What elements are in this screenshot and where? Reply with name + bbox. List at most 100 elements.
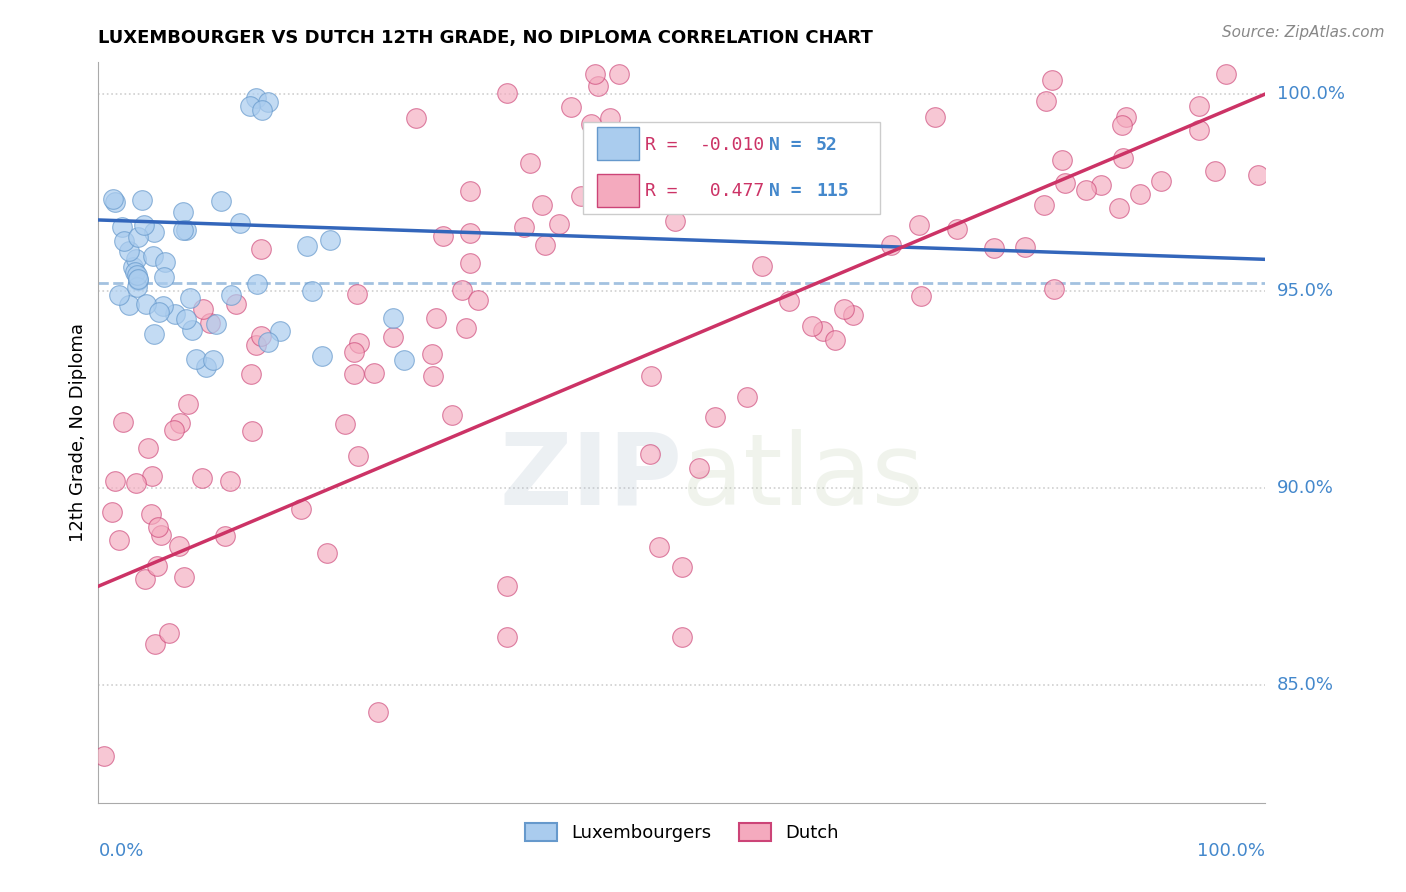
Point	[148, 520, 170, 534]
Point	[342, 345, 364, 359]
Point	[104, 475, 127, 489]
Point	[184, 351, 207, 366]
Point	[132, 219, 155, 233]
Point	[381, 310, 404, 325]
Point	[104, 195, 127, 210]
Point	[609, 67, 631, 81]
Point	[458, 255, 481, 269]
Point	[142, 327, 165, 342]
Point	[460, 226, 482, 240]
Point	[458, 184, 481, 198]
Text: ZIP: ZIP	[499, 428, 682, 525]
Point	[671, 631, 693, 645]
Point	[908, 219, 931, 233]
Text: 115: 115	[815, 182, 849, 201]
Point	[245, 338, 267, 352]
Point	[405, 111, 427, 125]
Point	[349, 335, 371, 350]
Point	[172, 205, 194, 219]
Text: R =: R =	[644, 136, 688, 153]
Point	[512, 219, 534, 234]
Point	[834, 301, 856, 316]
Text: R =: R =	[644, 182, 688, 201]
Point	[496, 579, 519, 593]
Point	[141, 468, 163, 483]
Point	[295, 239, 318, 253]
FancyBboxPatch shape	[582, 121, 880, 214]
Point	[194, 360, 217, 375]
Point	[174, 312, 197, 326]
Point	[153, 255, 176, 269]
Point	[454, 320, 477, 334]
Point	[167, 540, 190, 554]
Point	[134, 573, 156, 587]
Point	[440, 408, 463, 422]
Point	[108, 533, 131, 547]
Point	[778, 293, 800, 308]
Point	[246, 277, 269, 292]
Point	[638, 447, 661, 461]
Point	[1150, 174, 1173, 188]
Point	[533, 237, 555, 252]
Point	[211, 194, 233, 209]
Legend: Luxembourgers, Dutch: Luxembourgers, Dutch	[517, 815, 846, 849]
Text: 95.0%: 95.0%	[1277, 282, 1334, 300]
Point	[579, 117, 602, 131]
Point	[1129, 186, 1152, 201]
Point	[245, 91, 267, 105]
Text: atlas: atlas	[682, 428, 924, 525]
Point	[240, 424, 263, 438]
Point	[110, 219, 132, 234]
Point	[1040, 73, 1063, 87]
Point	[560, 100, 582, 114]
Point	[842, 308, 865, 322]
Point	[1074, 183, 1097, 197]
Point	[301, 284, 323, 298]
Text: 0.0%: 0.0%	[98, 842, 143, 860]
Point	[735, 390, 758, 404]
Point	[983, 241, 1005, 255]
Point	[671, 559, 693, 574]
Point	[647, 540, 669, 554]
Point	[131, 193, 153, 207]
Point	[142, 249, 165, 263]
Point	[138, 441, 160, 455]
Point	[432, 229, 454, 244]
Point	[392, 353, 415, 368]
Point	[824, 334, 846, 348]
Point	[318, 233, 340, 247]
Point	[1204, 163, 1226, 178]
Point	[135, 297, 157, 311]
Text: N =: N =	[769, 182, 813, 201]
Point	[152, 299, 174, 313]
Text: 90.0%: 90.0%	[1277, 479, 1333, 497]
Point	[101, 505, 124, 519]
Point	[583, 67, 606, 81]
Point	[704, 409, 727, 424]
Point	[127, 272, 149, 286]
Text: 0.477: 0.477	[699, 182, 765, 201]
Point	[157, 625, 180, 640]
Point	[121, 260, 143, 275]
Point	[599, 111, 621, 125]
Point	[225, 297, 247, 311]
Point	[315, 546, 337, 560]
Point	[1108, 201, 1130, 215]
Point	[569, 189, 592, 203]
Point	[172, 223, 194, 237]
Point	[127, 273, 149, 287]
Point	[910, 289, 932, 303]
Point	[150, 528, 173, 542]
Point	[1115, 110, 1137, 124]
Point	[880, 238, 903, 252]
Point	[422, 369, 444, 384]
Point	[1090, 178, 1112, 193]
Point	[125, 476, 148, 491]
Point	[219, 288, 242, 302]
Point	[250, 242, 273, 256]
Point	[93, 748, 115, 763]
Text: LUXEMBOURGER VS DUTCH 12TH GRADE, NO DIPLOMA CORRELATION CHART: LUXEMBOURGER VS DUTCH 12TH GRADE, NO DIP…	[98, 29, 873, 47]
Y-axis label: 12th Grade, No Diploma: 12th Grade, No Diploma	[69, 323, 87, 542]
Point	[112, 415, 135, 429]
Point	[205, 317, 228, 331]
